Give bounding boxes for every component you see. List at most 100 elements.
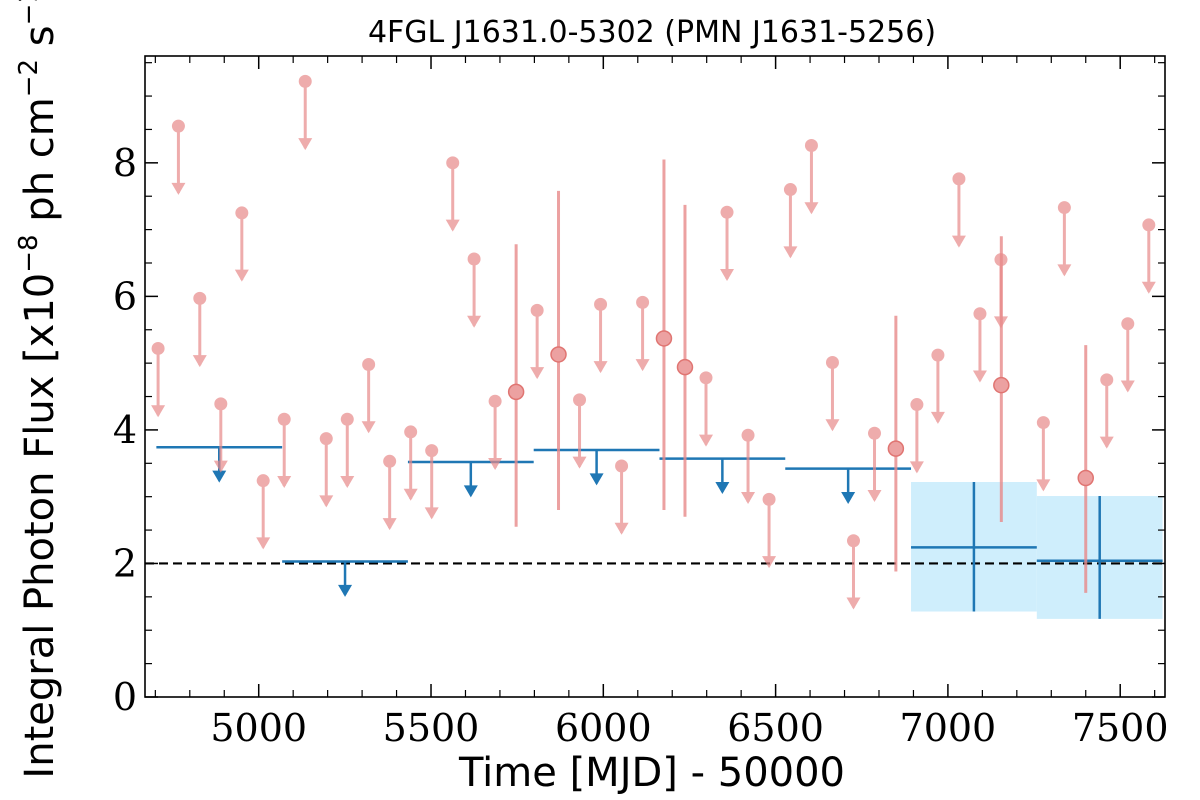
x-tick-label: 7000 (900, 706, 997, 750)
short-upper-limit-marker (804, 138, 818, 152)
short-upper-limit (467, 252, 482, 328)
short-upper-limit-arrowhead (825, 419, 840, 432)
short-upper-limit-arrowhead (319, 495, 334, 508)
short-upper-limit (699, 371, 713, 447)
short-upper-limit (846, 534, 861, 610)
short-upper-limit-marker (446, 156, 460, 170)
short-detection (887, 315, 905, 572)
short-upper-limit-arrowhead (340, 476, 355, 489)
y-axis-label-exp3: −1 (14, 0, 44, 25)
short-upper-limit-arrowhead (361, 421, 376, 434)
short-detection (676, 204, 694, 517)
short-upper-limit (593, 297, 608, 374)
short-upper-limit-arrowhead (192, 355, 207, 368)
long-upper-limit (659, 457, 786, 495)
short-upper-limit (340, 412, 355, 489)
short-upper-limit (277, 412, 292, 489)
short-upper-limit-marker (467, 252, 481, 266)
x-tick-label: 6500 (727, 706, 824, 750)
x-tick-label: 5000 (210, 706, 307, 750)
short-upper-limit-arrowhead (593, 361, 608, 374)
short-upper-limit-arrowhead (277, 476, 292, 489)
short-upper-limit (804, 138, 819, 215)
short-upper-limit-marker (868, 426, 882, 440)
short-detection-marker (550, 346, 567, 363)
long-upper-limit-arrowhead (338, 584, 353, 597)
short-upper-limit-arrowhead (572, 456, 587, 469)
short-upper-limit-arrowhead (530, 367, 545, 380)
x-tick-label: 6000 (555, 706, 652, 750)
short-detection-marker (507, 383, 525, 401)
short-upper-limit (382, 454, 397, 531)
short-upper-limit (972, 307, 987, 383)
short-upper-limit-arrowhead (635, 359, 650, 372)
y-axis-label-exp2: −2 (14, 59, 44, 97)
short-upper-limit (909, 398, 924, 474)
short-upper-limit-arrowhead (1057, 264, 1072, 277)
short-upper-limit (1099, 373, 1114, 449)
short-upper-limit-arrowhead (1036, 479, 1051, 492)
y-tick-label: 4 (113, 408, 137, 452)
short-upper-limit-marker (425, 444, 439, 458)
y-axis-label-exp1: −8 (14, 234, 44, 272)
short-detection-marker (887, 440, 905, 457)
short-upper-limit-arrowhead (1099, 436, 1114, 449)
short-upper-limit-marker (973, 307, 987, 321)
short-upper-limit (151, 341, 166, 418)
long-upper-limit (282, 560, 408, 597)
short-upper-limit (256, 474, 271, 550)
y-tick-label: 8 (113, 141, 137, 185)
short-upper-limit-arrowhead (213, 460, 228, 473)
short-upper-limit-marker (741, 428, 755, 442)
short-upper-limit (488, 394, 503, 470)
y-axis-label-mid2: s (17, 25, 63, 59)
short-detection (655, 159, 673, 511)
long-upper-limit (785, 467, 912, 505)
short-upper-limit (298, 74, 313, 151)
short-upper-limit-marker (615, 459, 629, 473)
short-upper-limit (213, 397, 228, 473)
short-upper-limit-arrowhead (151, 405, 166, 418)
short-upper-limit-marker (298, 74, 312, 88)
short-upper-limit-arrowhead (256, 537, 271, 550)
short-upper-limit-marker (171, 119, 185, 133)
plot-area (145, 74, 1165, 619)
short-upper-limit-marker (1036, 416, 1050, 430)
short-upper-limit-arrowhead (445, 219, 460, 232)
short-upper-limit-arrowhead (972, 370, 987, 383)
y-tick-label: 6 (113, 274, 137, 318)
short-upper-limit (445, 156, 460, 232)
axes-border (144, 55, 1166, 698)
short-upper-limit (1141, 218, 1156, 294)
short-upper-limit-marker (530, 303, 544, 317)
short-upper-limit-arrowhead (403, 488, 418, 501)
short-detection-marker (676, 358, 694, 376)
short-upper-limit (361, 357, 376, 434)
short-upper-limit-marker (235, 206, 249, 220)
short-upper-limit-arrowhead (867, 490, 882, 503)
short-detection-marker (993, 376, 1010, 394)
short-upper-limit-marker (931, 348, 945, 362)
short-upper-limit-marker (362, 357, 376, 371)
y-axis-label-mid1: ph cm (17, 97, 63, 234)
short-upper-limit (951, 172, 966, 248)
long-upper-limit (407, 460, 534, 498)
short-upper-limit-marker (594, 297, 608, 311)
short-upper-limit-arrowhead (467, 315, 482, 328)
short-upper-limit-marker (277, 412, 291, 426)
short-upper-limit (635, 295, 650, 372)
short-detection (507, 244, 525, 527)
x-axis-label: Time [MJD] - 50000 (458, 750, 845, 796)
short-upper-limit-arrowhead (762, 556, 777, 569)
y-axis-label: Integral Photon Flux [x10−8 ph cm−2 s−1] (14, 0, 63, 779)
short-upper-limit (867, 426, 882, 503)
short-detection (1077, 345, 1094, 593)
long-upper-limit (533, 448, 660, 486)
y-axis-label-prefix: Integral Photon Flux [x10 (17, 273, 63, 779)
short-upper-limit (783, 183, 798, 259)
x-tick-label: 7500 (1072, 706, 1169, 750)
short-detection-marker (1077, 469, 1094, 487)
short-upper-limit-marker (1142, 218, 1156, 232)
x-tick-label: 5500 (383, 706, 480, 750)
